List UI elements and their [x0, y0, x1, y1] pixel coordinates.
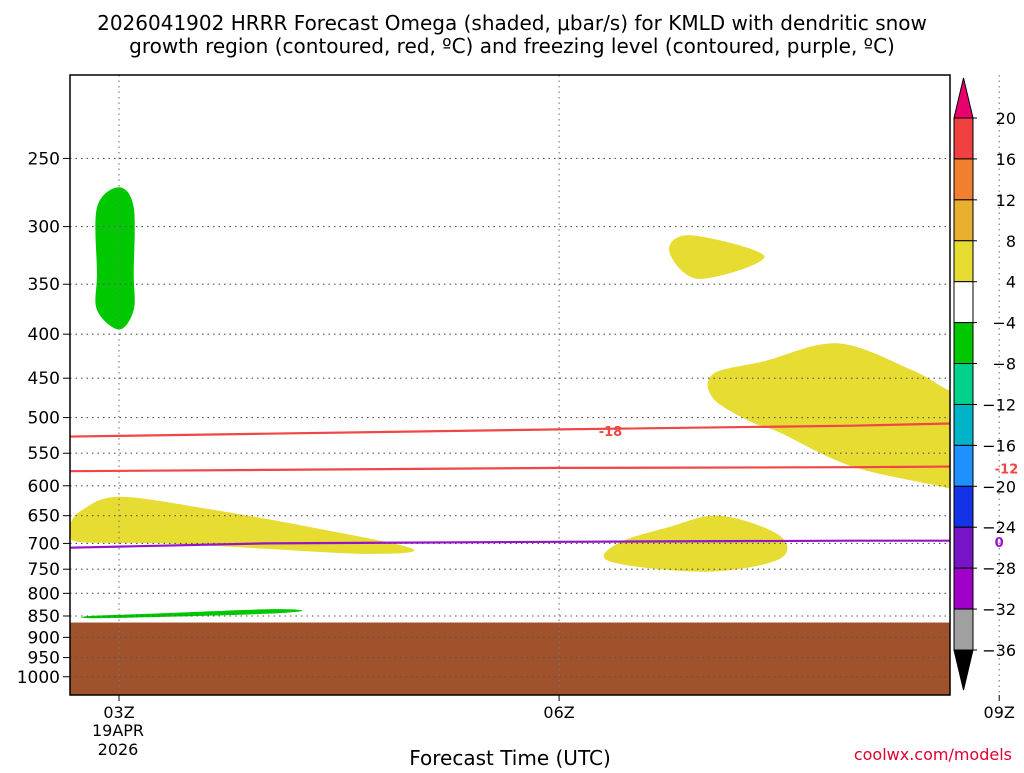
- plot-frame: [69, 74, 951, 696]
- y-tick-label-11: 800: [28, 584, 60, 604]
- y-tick-label-5: 500: [28, 409, 60, 429]
- colorbar-label-5: −4: [992, 314, 1016, 333]
- colorbar-segment-7: [953, 363, 974, 405]
- omega-region-2: [70, 496, 415, 554]
- colorbar-top-arrow: [953, 77, 974, 119]
- omega-region-4: [603, 515, 788, 572]
- colorbar-segment-1: [953, 117, 974, 160]
- y-tick-label-3: 400: [28, 325, 60, 345]
- colorbar-bottom-arrow: [953, 649, 974, 691]
- terrain-fill: [70, 622, 950, 695]
- date-label-line2: 2026: [98, 740, 139, 759]
- y-tick-label-2: 350: [28, 275, 60, 295]
- contour-line-2: [70, 539, 950, 549]
- colorbar-label-7: −12: [982, 395, 1016, 414]
- colorbar-segment-4: [953, 240, 974, 283]
- y-tick-label-8: 650: [28, 507, 60, 527]
- colorbar-segment-11: [953, 526, 974, 569]
- colorbar-label-9: −20: [982, 477, 1016, 496]
- colorbar-label-1: 16: [996, 150, 1016, 169]
- contour-label-1: -12: [995, 463, 1019, 478]
- contour-label-2: 0: [995, 536, 1004, 551]
- y-axis: 2503003504004505005506006507007508008509…: [17, 149, 70, 688]
- x-axis: 03Z06Z09Z12Z15Z18Z: [103, 695, 1015, 722]
- y-tick-label-4: 450: [28, 369, 60, 389]
- colorbar-label-10: −24: [982, 518, 1016, 537]
- omega-region-0: [95, 187, 135, 330]
- chart-title-line2: growth region (contoured, red, ºC) and f…: [129, 34, 895, 58]
- colorbar-segment-10: [953, 485, 974, 528]
- y-tick-label-6: 550: [28, 444, 60, 464]
- y-tick-label-9: 700: [28, 534, 60, 554]
- credit-text[interactable]: coolwx.com/models: [854, 745, 1012, 764]
- colorbar-label-11: −28: [982, 559, 1016, 578]
- chart-title-line1: 2026041902 HRRR Forecast Omega (shaded, …: [97, 11, 927, 35]
- colorbar-label-2: 12: [996, 191, 1016, 210]
- colorbar-label-12: −32: [982, 600, 1016, 619]
- grid-layer: [70, 75, 1000, 695]
- y-tick-label-1: 300: [28, 218, 60, 238]
- colorbar-segment-13: [953, 608, 974, 651]
- colorbar: 20 16 12 8 4 −4 −8 −12 −16 −20 −24 −28 −32 −36: [953, 77, 1016, 691]
- x-axis-title: Forecast Time (UTC): [409, 746, 611, 768]
- y-tick-label-14: 950: [28, 649, 60, 669]
- colorbar-segment-5: [953, 281, 974, 324]
- colorbar-label-6: −8: [992, 355, 1016, 374]
- colorbar-segment-12: [953, 567, 974, 610]
- colorbar-segment-3: [953, 199, 974, 242]
- contour-label-0: -18: [599, 425, 623, 440]
- colorbar-label-13: −36: [982, 641, 1016, 660]
- omega-region-3: [668, 235, 765, 279]
- x-tick-label-1: 06Z: [543, 703, 574, 722]
- x-tick-label-2: 09Z: [984, 703, 1015, 722]
- date-label-line1: 19APR: [92, 721, 144, 740]
- colorbar-label-0: 20: [996, 109, 1016, 128]
- colorbar-label-4: 4: [1006, 273, 1016, 292]
- contour-label-layer: -18-120-18-12: [599, 425, 1019, 551]
- colorbar-segment-2: [953, 158, 974, 201]
- x-tick-label-0: 03Z: [103, 703, 134, 722]
- y-tick-label-13: 900: [28, 628, 60, 648]
- colorbar-segment-9: [953, 444, 974, 487]
- y-tick-label-10: 750: [28, 560, 60, 580]
- colorbar-segment-8: [953, 403, 974, 446]
- colorbar-label-3: 8: [1006, 232, 1016, 251]
- y-tick-label-7: 600: [28, 477, 60, 497]
- contour-line-1: [70, 465, 950, 473]
- colorbar-segment-6: [953, 322, 974, 365]
- colorbar-label-8: −16: [982, 436, 1016, 455]
- y-tick-label-12: 850: [28, 607, 60, 627]
- contour-line-layer: [70, 422, 950, 549]
- contour-line-0: [70, 422, 950, 438]
- y-tick-label-0: 250: [28, 149, 60, 169]
- y-tick-label-15: 1000: [17, 668, 60, 688]
